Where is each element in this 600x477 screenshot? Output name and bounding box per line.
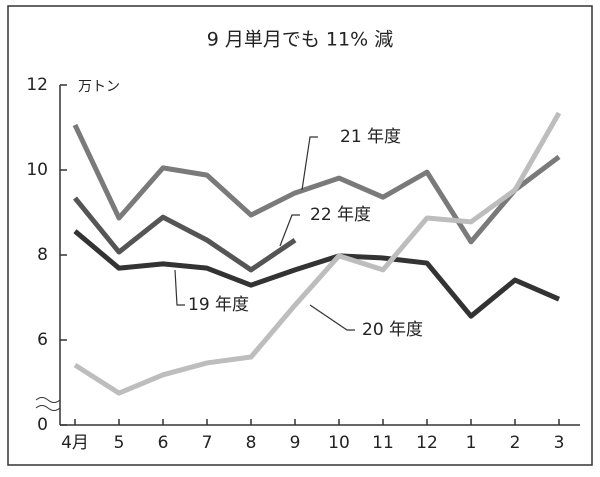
x-tick-label: 6 (158, 433, 169, 453)
x-tick-label: 12 (416, 433, 438, 453)
x-tick-label: 4月 (61, 433, 89, 453)
y-tick-label: 0 (37, 415, 48, 435)
y-tick-label: 8 (37, 245, 48, 265)
series-line (73, 229, 560, 319)
series-label: 21 年度 (340, 127, 401, 147)
x-tick-label: 11 (372, 433, 394, 453)
series-line (73, 196, 297, 273)
y-unit: 万トン (78, 79, 120, 95)
leader-line (174, 269, 185, 306)
x-tick-label: 10 (328, 433, 350, 453)
chart-title: 9 月単月でも 11% 減 (207, 29, 393, 51)
x-tick-label: 1 (466, 433, 477, 453)
leader-line (279, 214, 300, 247)
series-label: 20 年度 (362, 320, 423, 340)
x-tick-label: 2 (510, 433, 521, 453)
leader-line (309, 304, 355, 331)
series-label: 22 年度 (310, 205, 371, 225)
x-tick-label: 9 (290, 433, 301, 453)
y-tick-label: 6 (37, 330, 48, 350)
series-line (72, 123, 561, 245)
frame (7, 5, 593, 466)
leader-line (301, 136, 318, 191)
axis-break (35, 397, 61, 411)
series-line (73, 111, 562, 396)
x-tick-label: 3 (554, 433, 565, 453)
x-tick-label: 8 (246, 433, 257, 453)
x-tick-label: 5 (114, 433, 125, 453)
x-tick-label: 7 (202, 433, 213, 453)
y-tick-label: 12 (26, 75, 48, 95)
y-tick-label: 10 (26, 160, 48, 180)
series-label: 19 年度 (188, 295, 249, 315)
